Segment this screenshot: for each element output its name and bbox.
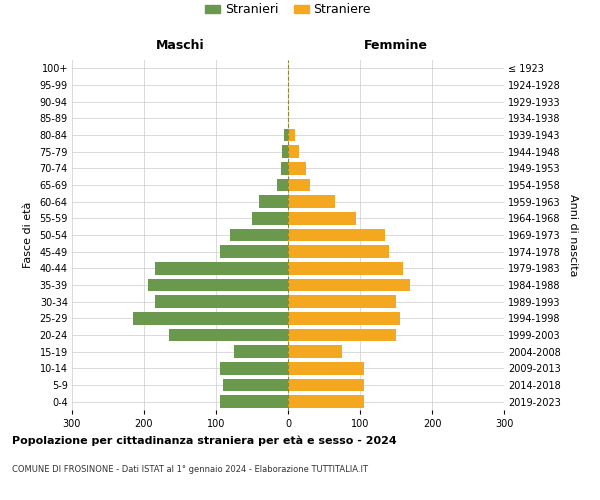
Text: Popolazione per cittadinanza straniera per età e sesso - 2024: Popolazione per cittadinanza straniera p…	[12, 435, 397, 446]
Bar	[288, 212, 356, 224]
Bar	[230, 229, 288, 241]
Bar	[281, 162, 288, 174]
Text: Maschi: Maschi	[155, 38, 205, 52]
Text: COMUNE DI FROSINONE - Dati ISTAT al 1° gennaio 2024 - Elaborazione TUTTITALIA.IT: COMUNE DI FROSINONE - Dati ISTAT al 1° g…	[12, 465, 368, 474]
Bar	[223, 379, 288, 391]
Bar	[234, 346, 288, 358]
Bar	[288, 162, 306, 174]
Y-axis label: Fasce di età: Fasce di età	[23, 202, 32, 268]
Bar	[155, 262, 288, 274]
Bar	[282, 146, 288, 158]
Bar	[155, 296, 288, 308]
Legend: Stranieri, Straniere: Stranieri, Straniere	[205, 4, 371, 16]
Bar	[220, 362, 288, 374]
Bar	[288, 329, 396, 341]
Bar	[288, 196, 335, 208]
Bar	[277, 179, 288, 192]
Bar	[259, 196, 288, 208]
Text: Femmine: Femmine	[364, 38, 428, 52]
Bar	[288, 129, 295, 141]
Bar	[284, 129, 288, 141]
Bar	[288, 296, 396, 308]
Bar	[220, 396, 288, 408]
Bar	[148, 279, 288, 291]
Bar	[133, 312, 288, 324]
Bar	[288, 229, 385, 241]
Bar	[288, 346, 342, 358]
Bar	[220, 246, 288, 258]
Bar	[288, 279, 410, 291]
Bar	[288, 396, 364, 408]
Bar	[288, 262, 403, 274]
Bar	[288, 246, 389, 258]
Bar	[288, 379, 364, 391]
Bar	[288, 179, 310, 192]
Bar	[288, 362, 364, 374]
Y-axis label: Anni di nascita: Anni di nascita	[568, 194, 578, 276]
Bar	[288, 146, 299, 158]
Bar	[169, 329, 288, 341]
Bar	[288, 312, 400, 324]
Bar	[252, 212, 288, 224]
